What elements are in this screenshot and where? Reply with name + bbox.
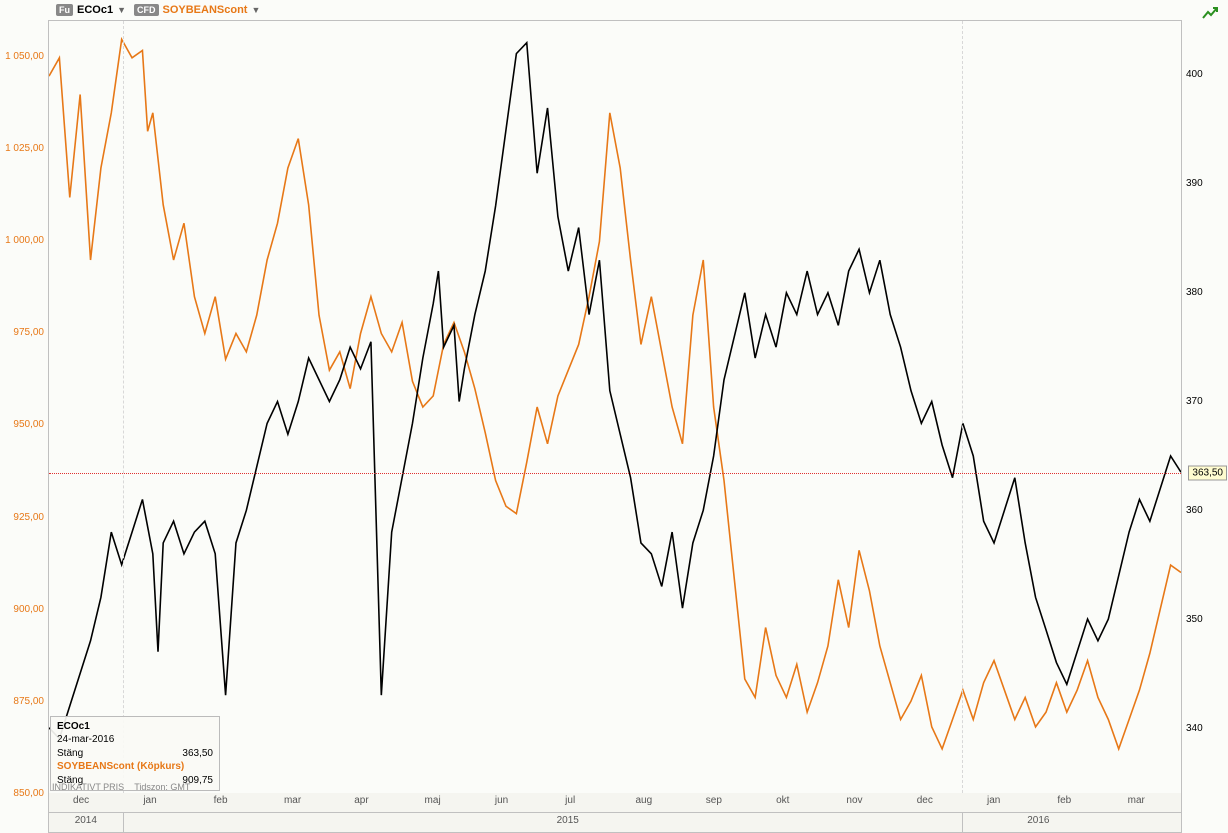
plot-area[interactable]: 363,50 (48, 20, 1182, 794)
cfd-badge-icon: CFD (134, 4, 159, 16)
x-month-tick: maj (425, 795, 441, 806)
y-right-tick: 400 (1186, 69, 1203, 80)
info-symbol1: ECOc1 (57, 720, 213, 734)
x-year-tick: 2015 (557, 815, 579, 826)
x-month-tick: dec (73, 795, 89, 806)
y-left-tick: 925,00 (13, 512, 44, 523)
y-axis-right: 340 350 360 370 380 390 400 (1182, 20, 1228, 794)
x-month-tick: jun (495, 795, 508, 806)
x-month-tick: okt (776, 795, 789, 806)
chart-header: Fu ECOc1 ▼ CFD SOYBEANScont ▼ (56, 4, 260, 16)
y-right-tick: 360 (1186, 505, 1203, 516)
futures-badge-icon: Fu (56, 4, 73, 16)
x-month-tick: dec (917, 795, 933, 806)
x-year-tick: 2014 (75, 815, 97, 826)
y-left-tick: 1 000,00 (5, 235, 44, 246)
x-month-tick: mar (284, 795, 301, 806)
dropdown-icon: ▼ (117, 5, 126, 15)
info-close1: Stäng363,50 (57, 747, 213, 761)
soybeans-line (49, 39, 1181, 749)
info-symbol2: SOYBEANScont (Köpkurs) (57, 760, 213, 774)
info-tooltip: ECOc1 24-mar-2016 Stäng363,50 SOYBEANSco… (50, 716, 220, 792)
x-month-tick: feb (214, 795, 228, 806)
y-left-tick: 1 025,00 (5, 143, 44, 154)
chart-lines (49, 21, 1181, 793)
year-divider (123, 813, 124, 833)
symbol1-label: ECOc1 (77, 4, 113, 16)
x-month-tick: sep (706, 795, 722, 806)
y-right-tick: 380 (1186, 287, 1203, 298)
dropdown-icon: ▼ (251, 5, 260, 15)
symbol2-badge[interactable]: CFD SOYBEANScont ▼ (134, 4, 260, 16)
x-month-tick: feb (1057, 795, 1071, 806)
y-right-tick: 350 (1186, 614, 1203, 625)
x-month-tick: mar (1128, 795, 1145, 806)
x-year-tick: 2016 (1027, 815, 1049, 826)
x-month-tick: jan (987, 795, 1000, 806)
x-month-tick: aug (635, 795, 652, 806)
y-left-tick: 1 050,00 (5, 51, 44, 62)
y-right-tick: 340 (1186, 723, 1203, 734)
symbol2-label: SOYBEANScont (163, 4, 248, 16)
footer-indicative: INDIKATIVT PRIS (52, 782, 124, 792)
price-marker: 363,50 (1188, 466, 1227, 481)
y-left-tick: 900,00 (13, 604, 44, 615)
x-month-tick: apr (354, 795, 368, 806)
x-axis-years: 2014 2015 2016 (48, 813, 1182, 833)
y-right-tick: 370 (1186, 396, 1203, 407)
x-month-tick: nov (846, 795, 862, 806)
eco-line (49, 43, 1181, 739)
y-left-tick: 950,00 (13, 419, 44, 430)
y-axis-left: 850,00875,00900,00925,00950,00975,001 00… (0, 20, 48, 794)
reference-line (49, 473, 1181, 474)
footer: INDIKATIVT PRIS Tidszon: GMT (52, 782, 190, 792)
x-month-tick: jul (565, 795, 575, 806)
info-date: 24-mar-2016 (57, 733, 213, 747)
x-month-tick: jan (143, 795, 156, 806)
y-left-tick: 850,00 (13, 788, 44, 799)
footer-timezone: Tidszon: GMT (134, 782, 190, 792)
y-left-tick: 875,00 (13, 696, 44, 707)
x-axis-months: dec jan feb mar apr maj jun jul aug sep okt nov dec j… (48, 793, 1182, 813)
grid-line (962, 21, 963, 793)
symbol1-badge[interactable]: Fu ECOc1 ▼ (56, 4, 126, 16)
y-right-tick: 390 (1186, 178, 1203, 189)
chart-container: Fu ECOc1 ▼ CFD SOYBEANScont ▼ 850,00 875,… (0, 0, 1228, 833)
grid-line (123, 21, 124, 793)
year-divider (962, 813, 963, 833)
y-left-tick: 975,00 (13, 327, 44, 338)
